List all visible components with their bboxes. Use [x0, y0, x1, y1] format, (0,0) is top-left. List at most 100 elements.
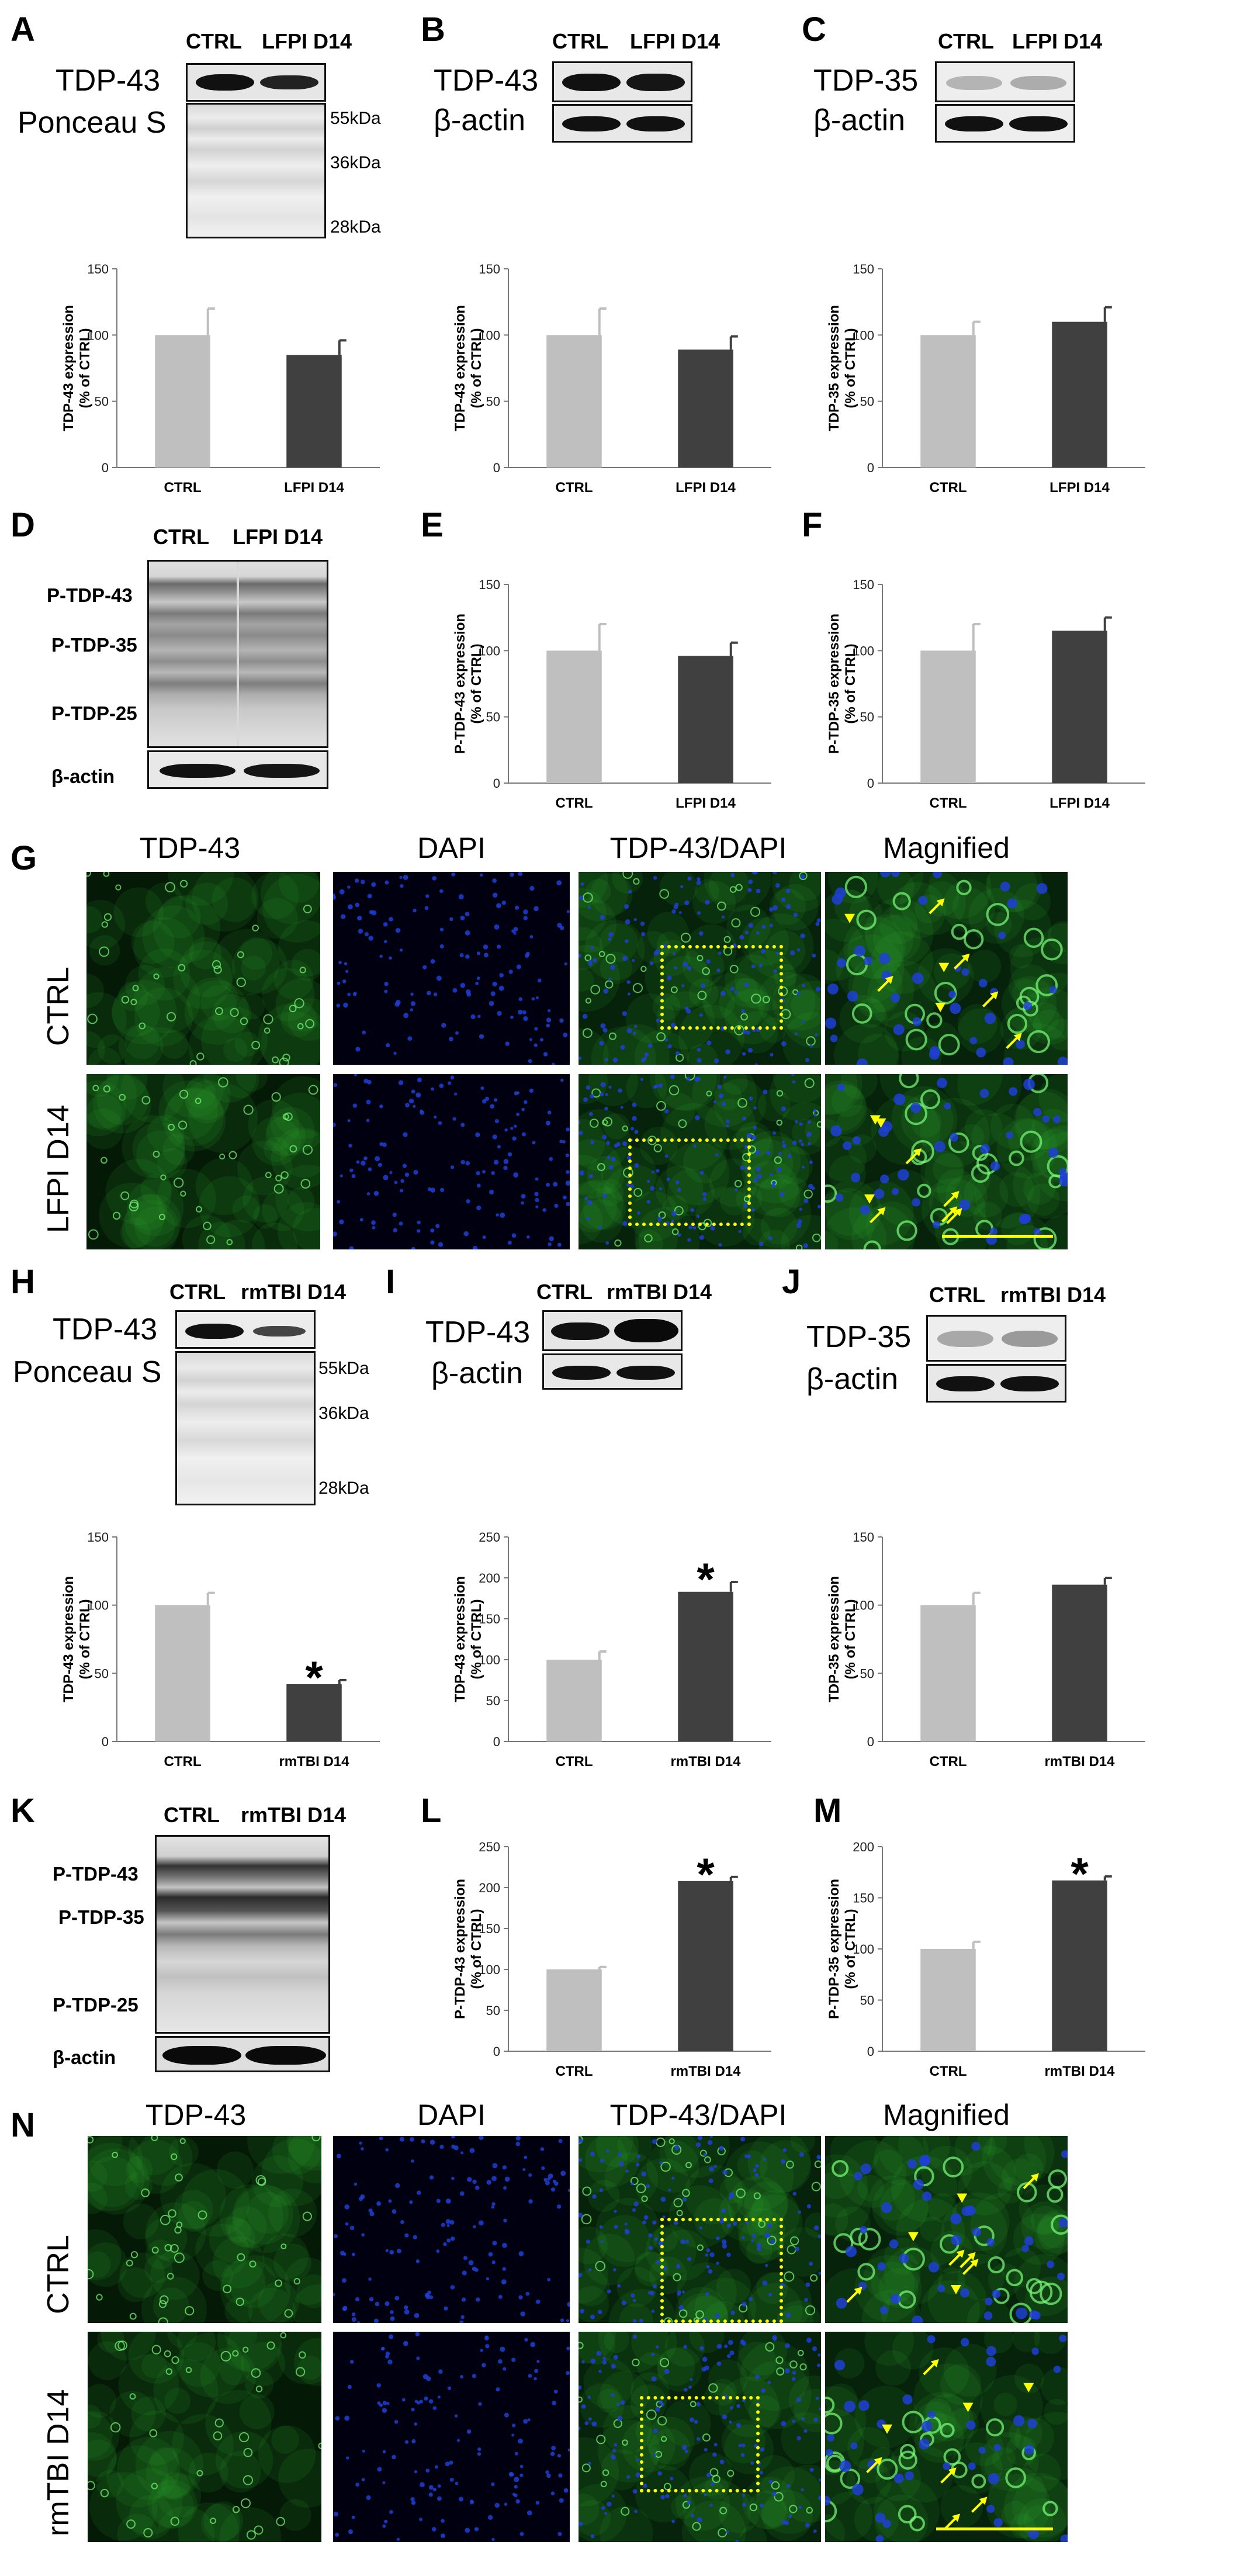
- blot-row-label: TDP-43: [53, 1313, 158, 1346]
- y-tick-label: 150: [479, 1921, 500, 1936]
- blot-row-label: β-actin: [806, 1362, 899, 1396]
- panel-label-f: F: [802, 506, 823, 544]
- y-tick-label: 50: [486, 710, 500, 725]
- category-label: CTRL: [930, 795, 967, 811]
- phospho-blot: [147, 560, 328, 748]
- y-tick-label: 250: [479, 1840, 500, 1854]
- panel-label-l: L: [421, 1792, 442, 1830]
- y-tick-label: 100: [479, 1962, 500, 1977]
- phospho-blot: [155, 1835, 330, 2034]
- panel-label-k: K: [11, 1792, 35, 1830]
- panel-label-e: E: [421, 506, 444, 544]
- micro-row-label: LFPI D14: [41, 1105, 75, 1233]
- bar: [546, 1660, 602, 1741]
- panel-label-n: N: [11, 2106, 35, 2144]
- blot-row-label: Ponceau S: [18, 106, 167, 140]
- fluorescence-texture: [333, 2332, 570, 2542]
- y-tick-label: 0: [493, 776, 500, 791]
- micrograph-merge: [579, 872, 821, 1065]
- roi-box: [660, 945, 783, 1030]
- bar: [678, 1591, 733, 1741]
- lane-label-treat: LFPI D14: [630, 29, 721, 53]
- bar-chart-e: 0 50 100 150 P-TDP-43 expression(% of CTRL) C…: [452, 577, 771, 811]
- y-tick-label: 150: [853, 262, 874, 276]
- bar: [546, 335, 602, 468]
- y-tick-label: 100: [853, 1598, 874, 1613]
- micrograph-tdp43: [86, 1074, 320, 1249]
- bar: [1052, 631, 1107, 783]
- category-label: CTRL: [556, 480, 593, 496]
- bar: [920, 1949, 976, 2051]
- western-blot-strip: [147, 750, 328, 789]
- micro-column-title: TDP-43: [139, 832, 241, 864]
- fluorescence-texture: [825, 1074, 1068, 1249]
- western-blot-strip: [175, 1310, 316, 1349]
- fluorescence-texture: [825, 2136, 1068, 2323]
- bar: [678, 349, 733, 468]
- western-blot-strip: [926, 1315, 1066, 1362]
- bar-chart-a: 0 50 100 150 TDP-43 expression(% of CTRL) CTR…: [61, 262, 380, 496]
- y-axis-label: P-TDP-35 expression(% of CTRL): [826, 1879, 858, 2019]
- fluorescence-texture: [825, 872, 1068, 1065]
- western-blot-strip: [552, 104, 692, 143]
- category-label: CTRL: [930, 2063, 967, 2079]
- western-blot-strip: [155, 2036, 330, 2072]
- western-blot-strip: [926, 1364, 1066, 1403]
- y-tick-label: 50: [860, 710, 874, 725]
- category-label: rmTBI D14: [670, 1754, 741, 1770]
- scale-bar: [936, 2527, 1053, 2530]
- lane-label-treat: rmTBI D14: [241, 1803, 347, 1827]
- y-tick-label: 0: [102, 1734, 109, 1749]
- bar: [1052, 1584, 1107, 1741]
- y-tick-label: 0: [867, 461, 874, 475]
- y-tick-label: 100: [479, 328, 500, 342]
- micro-row-label: rmTBI D14: [41, 2389, 75, 2536]
- y-axis-label: TDP-35 expression(% of CTRL): [826, 305, 858, 431]
- y-tick-label: 0: [867, 1734, 874, 1749]
- bar-chart-f: 0 50 100 150 P-TDP-35 expression(% of CTRL) C…: [826, 577, 1145, 811]
- fluorescence-texture: [579, 2332, 821, 2542]
- y-tick-label: 0: [493, 1734, 500, 1749]
- bar-chart-j: 0 50 100 150 TDP-35 expression(% of CTRL) CTR…: [826, 1530, 1145, 1770]
- micrograph-dapi: [333, 2136, 570, 2323]
- category-label: CTRL: [556, 795, 593, 811]
- lane-label-ctrl: CTRL: [153, 525, 209, 549]
- western-blot-strip: [935, 61, 1075, 102]
- roi-box: [660, 2218, 783, 2323]
- micro-column-title: Magnified: [883, 832, 1010, 864]
- micrograph-tdp43: [86, 872, 320, 1065]
- lane-label-treat: LFPI D14: [262, 29, 352, 53]
- blot-row-label: TDP-43: [425, 1315, 531, 1349]
- bar: [1052, 321, 1107, 468]
- bar: [546, 1969, 602, 2051]
- bar: [920, 335, 976, 468]
- micrograph-dapi: [333, 872, 570, 1065]
- category-label: CTRL: [164, 1754, 202, 1770]
- micro-column-title: TDP-43/DAPI: [609, 832, 787, 864]
- y-tick-label: 100: [479, 1653, 500, 1667]
- y-tick-label: 150: [479, 1612, 500, 1626]
- y-tick-label: 200: [479, 1881, 500, 1895]
- category-label: rmTBI D14: [279, 1754, 349, 1770]
- fluorescence-texture: [88, 2332, 321, 2542]
- bar-chart-b: 0 50 100 150 TDP-43 expression(% of CTRL) CTR…: [452, 262, 771, 496]
- western-blot-strip: [935, 104, 1075, 143]
- category-label: CTRL: [556, 2063, 593, 2079]
- category-label: LFPI D14: [676, 480, 736, 496]
- lane-label-ctrl: CTRL: [938, 29, 994, 53]
- significance-asterisk: *: [697, 1553, 715, 1605]
- micrograph-dapi: [333, 2332, 570, 2542]
- western-blot-strip: [542, 1353, 683, 1390]
- y-axis-label: TDP-35 expression(% of CTRL): [826, 1576, 858, 1702]
- y-axis-label: TDP-43 expression(% of CTRL): [452, 305, 484, 431]
- y-tick-label: 50: [486, 394, 500, 409]
- panel-label-g: G: [11, 839, 37, 877]
- category-label: rmTBI D14: [670, 2063, 741, 2079]
- category-label: CTRL: [930, 1754, 967, 1770]
- panel-label-m: M: [813, 1792, 842, 1830]
- blot-row-label: P-TDP-43: [47, 584, 133, 606]
- y-tick-label: 150: [479, 577, 500, 592]
- lane-label-treat: rmTBI D14: [1000, 1283, 1106, 1307]
- fluorescence-texture: [88, 2136, 321, 2323]
- bar-chart-i: 0 50 100 150 200 250 TDP-43 expression(% of CT…: [452, 1530, 771, 1770]
